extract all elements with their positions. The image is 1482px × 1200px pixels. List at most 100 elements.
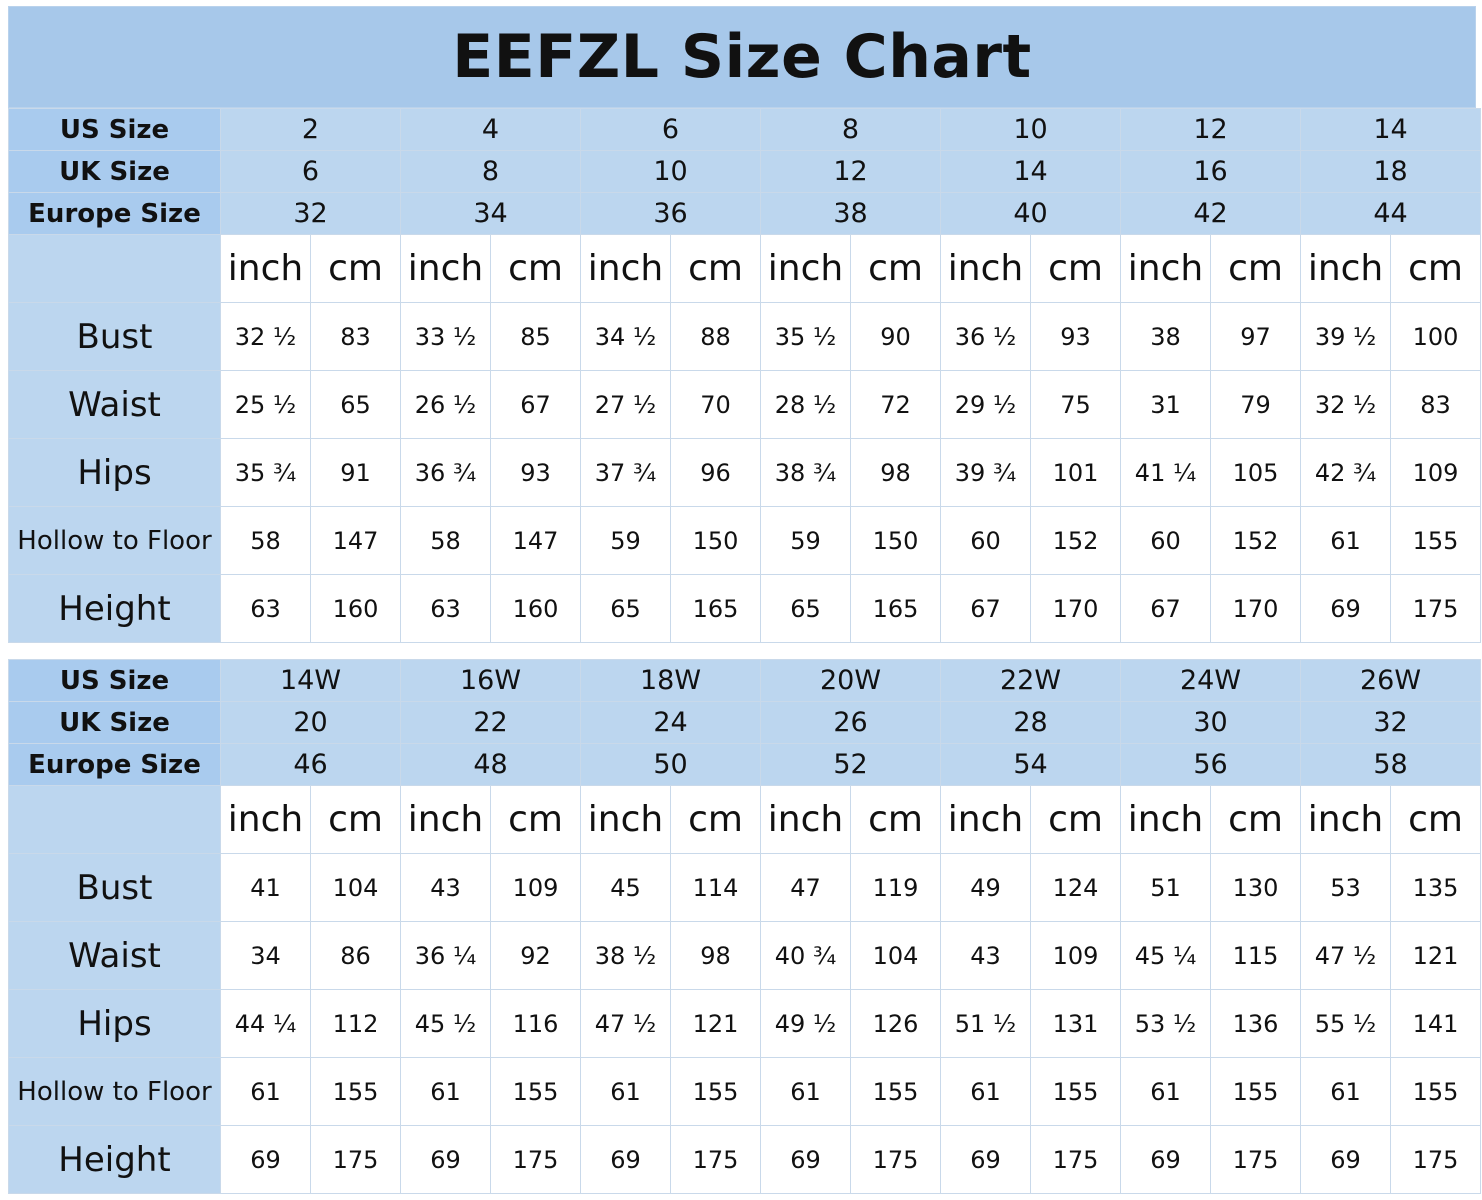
size-table: US Size 2 4 6 8 10 12 14 UK Size 6 8 10 12 14 16 18 Euro…	[8, 108, 1482, 643]
measure-value: 109	[1390, 438, 1482, 507]
hips-row: Hips 44 ¼ 112 45 ½ 116 47 ½ 121 49 ½ 126 51 ½ 131 5…	[8, 989, 1481, 1058]
measure-value: 47 ½	[1300, 921, 1391, 990]
eu-size-value: 48	[400, 743, 581, 786]
measure-value: 91	[310, 438, 401, 507]
measure-value: 51 ½	[940, 989, 1031, 1058]
measure-value: 36 ¾	[400, 438, 491, 507]
measure-value: 155	[850, 1057, 941, 1126]
measure-value: 131	[1030, 989, 1121, 1058]
measure-value: 115	[1210, 921, 1301, 990]
measure-value: 101	[1029, 438, 1122, 507]
measure-label: Hollow to Floor	[8, 506, 221, 575]
row-label: UK Size	[8, 150, 221, 193]
unit-row: inch cm inch cm inch cm inch cm inch cm inch cm inch…	[8, 234, 1482, 303]
eu-size-row: Europe Size 32 34 36 38 40 42 44	[8, 192, 1482, 235]
measure-label: Hips	[8, 438, 221, 507]
measure-value: 155	[310, 1057, 401, 1126]
measure-value: 61	[940, 1057, 1031, 1126]
measure-label: Bust	[8, 302, 221, 371]
unit-inch: inch	[580, 234, 671, 303]
measure-label: Waist	[8, 921, 221, 990]
measure-value: 36 ¼	[400, 921, 491, 990]
unit-cm: cm	[1390, 234, 1482, 303]
measure-value: 43	[940, 921, 1031, 990]
size-table: US Size 14W 16W 18W 20W 22W 24W 26W UK Size 20 22 2…	[8, 659, 1481, 1194]
unit-cm: cm	[850, 785, 941, 854]
measure-value: 29 ½	[940, 370, 1031, 439]
measure-value: 45 ½	[400, 989, 491, 1058]
measure-value: 60	[1120, 506, 1212, 575]
measure-value: 26 ½	[400, 370, 491, 439]
eu-size-value: 52	[760, 743, 941, 786]
unit-inch: inch	[220, 234, 311, 303]
measure-value: 59	[580, 506, 671, 575]
measure-value: 31	[1120, 370, 1212, 439]
uk-size-value: 24	[580, 701, 761, 744]
unit-cm: cm	[1029, 234, 1122, 303]
measure-value: 69	[1300, 1125, 1391, 1194]
measure-value: 27 ½	[580, 370, 671, 439]
measure-value: 116	[490, 989, 581, 1058]
measure-label: Waist	[8, 370, 221, 439]
measure-value: 126	[850, 989, 941, 1058]
eu-size-value: 44	[1300, 192, 1482, 235]
unit-cm: cm	[1210, 785, 1301, 854]
measure-value: 36 ½	[940, 302, 1031, 371]
measure-value: 70	[670, 370, 761, 439]
unit-cm: cm	[670, 785, 761, 854]
measure-value: 25 ½	[220, 370, 311, 439]
measure-value: 165	[670, 574, 761, 643]
measure-value: 59	[760, 506, 851, 575]
measure-value: 98	[850, 438, 941, 507]
measure-value: 155	[490, 1057, 581, 1126]
measure-value: 65	[580, 574, 671, 643]
measure-value: 79	[1210, 370, 1302, 439]
measure-value: 32 ½	[220, 302, 311, 371]
unit-cm: cm	[850, 234, 941, 303]
size-tables: US Size 2 4 6 8 10 12 14 UK Size 6 8 10 12 14 16 18 Euro…	[8, 108, 1482, 1194]
measure-value: 147	[490, 506, 581, 575]
unit-inch: inch	[760, 785, 851, 854]
measure-value: 96	[670, 438, 761, 507]
measure-value: 61	[1120, 1057, 1211, 1126]
unit-inch: inch	[400, 785, 491, 854]
measure-value: 109	[490, 853, 581, 922]
eu-size-value: 32	[220, 192, 401, 235]
us-size-value: 12	[1120, 108, 1302, 151]
measure-value: 86	[310, 921, 401, 990]
measure-label: Height	[8, 574, 221, 643]
measure-value: 98	[670, 921, 761, 990]
unit-cm: cm	[310, 785, 401, 854]
measure-value: 100	[1390, 302, 1482, 371]
measure-value: 93	[1029, 302, 1122, 371]
measure-value: 42 ¾	[1300, 438, 1392, 507]
uk-size-value: 8	[400, 150, 581, 193]
measure-value: 155	[1210, 1057, 1301, 1126]
uk-size-value: 32	[1300, 701, 1481, 744]
uk-size-value: 10	[580, 150, 761, 193]
uk-size-value: 18	[1300, 150, 1482, 193]
measure-label: Hollow to Floor	[8, 1057, 221, 1126]
measure-value: 28 ½	[760, 370, 851, 439]
us-size-value: 2	[220, 108, 401, 151]
measure-value: 69	[940, 1125, 1031, 1194]
measure-value: 105	[1210, 438, 1302, 507]
unit-row-label	[8, 234, 221, 303]
us-size-row: US Size 2 4 6 8 10 12 14	[8, 108, 1482, 151]
measure-value: 61	[220, 1057, 311, 1126]
measure-value: 41	[220, 853, 311, 922]
row-label: Europe Size	[8, 743, 221, 786]
hollow-row: Hollow to Floor 58 147 58 147 59 150 59 150 60 152…	[8, 506, 1482, 575]
measure-value: 61	[760, 1057, 851, 1126]
eu-size-value: 34	[400, 192, 581, 235]
measure-value: 175	[1030, 1125, 1121, 1194]
measure-value: 45	[580, 853, 671, 922]
measure-value: 121	[1390, 921, 1481, 990]
uk-size-row: UK Size 6 8 10 12 14 16 18	[8, 150, 1482, 193]
unit-cm: cm	[1390, 785, 1481, 854]
measure-value: 49 ½	[760, 989, 851, 1058]
unit-inch: inch	[400, 234, 491, 303]
measure-value: 109	[1030, 921, 1121, 990]
measure-value: 44 ¼	[220, 989, 311, 1058]
measure-value: 83	[1390, 370, 1482, 439]
